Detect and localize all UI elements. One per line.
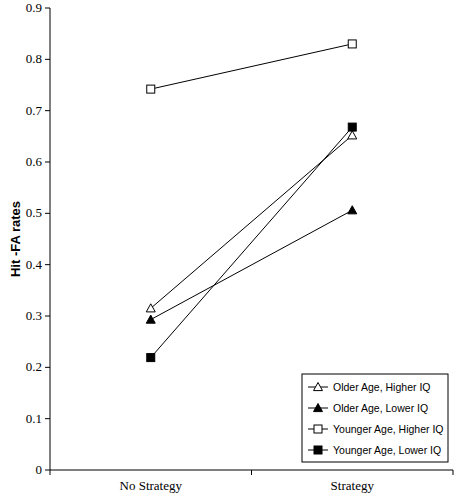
x-tick: [50, 470, 51, 475]
point: [146, 304, 155, 312]
y-tick: [45, 213, 50, 214]
y-tick: [45, 59, 50, 60]
legend-marker: [314, 425, 322, 433]
point: [146, 315, 155, 323]
y-tick: [45, 162, 50, 163]
series-line: [151, 127, 353, 357]
y-tick-label: 0.1: [26, 411, 42, 426]
point: [348, 206, 357, 214]
point: [348, 40, 356, 48]
y-tick: [45, 264, 50, 265]
y-tick-label: 0.3: [26, 308, 42, 323]
y-tick-label: 0.6: [26, 154, 43, 169]
legend-label: Older Age, Higher IQ: [333, 381, 430, 393]
y-tick-label: 0: [36, 462, 43, 477]
legend-label: Younger Age, Lower IQ: [333, 444, 441, 456]
y-tick: [45, 8, 50, 9]
y-axis-label: Hit -FA rates: [8, 201, 23, 277]
point: [147, 85, 155, 93]
y-tick-label: 0.4: [26, 257, 43, 272]
legend-marker: [314, 446, 322, 454]
point: [348, 131, 357, 139]
x-tick-label: No Strategy: [120, 478, 183, 493]
legend: Older Age, Higher IQ Older Age, Lower IQ Y…: [302, 374, 448, 462]
legend-marker: [314, 383, 323, 391]
y-tick-label: 0.9: [26, 0, 42, 15]
chart: 0 0.1 0.2 0.3 0.4 0.5 0.6 0.7 0.8 0.9 No Strategy S…: [0, 0, 456, 500]
y-axis: [50, 8, 51, 470]
series-line: [151, 44, 353, 89]
series-line: [151, 210, 353, 319]
point: [348, 123, 356, 131]
legend-label: Older Age, Lower IQ: [333, 402, 428, 414]
y-tick-label: 0.5: [26, 205, 42, 220]
x-tick: [453, 470, 454, 475]
y-tick: [45, 316, 50, 317]
y-tick: [45, 418, 50, 419]
y-tick-label: 0.7: [26, 103, 43, 118]
plot-area: [146, 40, 357, 362]
point: [147, 354, 155, 362]
y-tick: [45, 470, 50, 471]
y-tick-label: 0.8: [26, 51, 42, 66]
x-tick-label: Strategy: [331, 478, 375, 493]
y-tick: [45, 367, 50, 368]
y-tick-label: 0.2: [26, 359, 42, 374]
legend-label: Younger Age, Higher IQ: [333, 423, 444, 435]
y-tick: [45, 110, 50, 111]
legend-box: [302, 374, 448, 462]
x-tick: [251, 470, 252, 475]
legend-marker: [314, 404, 323, 412]
